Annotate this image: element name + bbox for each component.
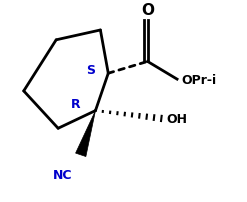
Text: S: S	[86, 63, 95, 76]
Text: O: O	[141, 3, 154, 18]
Text: OH: OH	[166, 112, 187, 125]
Polygon shape	[76, 111, 96, 157]
Text: NC: NC	[53, 168, 73, 181]
Text: R: R	[71, 98, 81, 111]
Text: OPr-i: OPr-i	[181, 73, 216, 86]
